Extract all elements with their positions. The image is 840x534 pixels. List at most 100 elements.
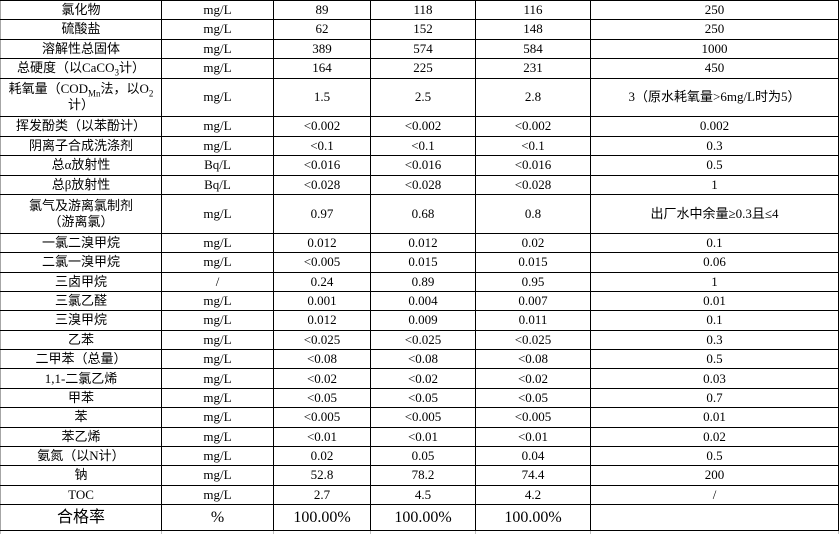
parameter-cell: 总β放射性 <box>0 174 162 195</box>
value-3-cell: 0.015 <box>475 252 591 273</box>
unit-cell: mg/L <box>161 77 274 118</box>
parameter-cell: 阴离子合成洗涤剂 <box>0 135 162 157</box>
value-1-cell: <0.028 <box>273 174 371 195</box>
table-row: 总硬度（以CaCO3计） mg/L 164 225 231 450 <box>0 58 839 79</box>
value-2-cell: <0.01 <box>370 426 476 448</box>
value-1-cell: <0.1 <box>273 135 371 157</box>
table-row: 一氯二溴甲烷 mg/L 0.012 0.012 0.02 0.1 <box>0 232 839 254</box>
unit-cell: mg/L <box>161 426 274 448</box>
value-2-cell: <0.028 <box>370 174 476 195</box>
limit-cell: 0.5 <box>590 155 839 176</box>
limit-cell: 450 <box>590 58 839 79</box>
value-1-cell: <0.05 <box>273 387 371 409</box>
value-1-cell: 0.97 <box>273 193 371 234</box>
table-row: 氯化物 mg/L 89 118 116 250 <box>0 0 839 21</box>
table-row: 苯 mg/L <0.005 <0.005 <0.005 0.01 <box>0 407 839 428</box>
value-1-cell: <0.08 <box>273 349 371 370</box>
limit-cell: 200 <box>590 465 839 486</box>
table-row: 钠 mg/L 52.8 78.2 74.4 200 <box>0 465 839 486</box>
value-2-cell: 152 <box>370 19 476 40</box>
value-1-cell: 52.8 <box>273 465 371 486</box>
unit-cell: mg/L <box>161 387 274 409</box>
value-3-cell: <0.002 <box>475 116 591 137</box>
unit-cell: mg/L <box>161 465 274 486</box>
parameter-cell: TOC <box>0 484 162 506</box>
unit-cell: mg/L <box>161 232 274 254</box>
value-3-cell: 0.02 <box>475 232 591 254</box>
unit-cell: mg/L <box>161 290 274 312</box>
value-3-cell: 74.4 <box>475 465 591 486</box>
table-row: 氯气及游离氯制剂 （游离氯） mg/L 0.97 0.68 0.8 出厂水中余量≥0.3且… <box>0 193 839 234</box>
value-3-cell: <0.005 <box>475 407 591 428</box>
value-1-cell: 0.02 <box>273 446 371 467</box>
limit-cell: 0.03 <box>590 368 839 389</box>
value-2-cell: <0.016 <box>370 155 476 176</box>
value-1-cell: <0.016 <box>273 155 371 176</box>
limit-cell: 0.06 <box>590 252 839 273</box>
parameter-cell: 苯乙烯 <box>0 426 162 448</box>
parameter-cell: 耗氧量（CODMn法，以O2 计） <box>0 77 162 118</box>
value-1-cell: 0.24 <box>273 271 371 292</box>
unit-cell: mg/L <box>161 484 274 506</box>
table-row: 二氯一溴甲烷 mg/L <0.005 0.015 0.015 0.06 <box>0 252 839 273</box>
unit-cell: % <box>161 504 274 532</box>
value-2-cell: 2.5 <box>370 77 476 118</box>
unit-cell: mg/L <box>161 135 274 157</box>
value-2-cell: 0.89 <box>370 271 476 292</box>
value-3-cell: 0.8 <box>475 193 591 234</box>
table-row: 硫酸盐 mg/L 62 152 148 250 <box>0 19 839 40</box>
limit-cell: 1 <box>590 271 839 292</box>
unit-cell: mg/L <box>161 252 274 273</box>
parameter-cell: 钠 <box>0 465 162 486</box>
limit-cell: 250 <box>590 19 839 40</box>
table-row: 氨氮（以N计） mg/L 0.02 0.05 0.04 0.5 <box>0 446 839 467</box>
unit-cell: Bq/L <box>161 174 274 195</box>
limit-cell <box>590 504 839 532</box>
unit-cell: mg/L <box>161 310 274 331</box>
value-3-cell: <0.016 <box>475 155 591 176</box>
value-2-cell: 78.2 <box>370 465 476 486</box>
value-2-cell: 225 <box>370 58 476 79</box>
value-2-cell: 0.012 <box>370 232 476 254</box>
limit-cell: / <box>590 484 839 506</box>
value-1-cell: 0.001 <box>273 290 371 312</box>
partial-next-row <box>0 530 839 534</box>
parameter-cell: 三卤甲烷 <box>0 271 162 292</box>
unit-cell: mg/L <box>161 38 274 60</box>
value-2-cell: 574 <box>370 38 476 60</box>
unit-cell: / <box>161 271 274 292</box>
value-1-cell: 164 <box>273 58 371 79</box>
value-3-cell: 148 <box>475 19 591 40</box>
table-row: 溶解性总固体 mg/L 389 574 584 1000 <box>0 38 839 60</box>
value-3-cell: <0.028 <box>475 174 591 195</box>
partial-cell <box>590 530 839 534</box>
limit-cell: 0.1 <box>590 232 839 254</box>
value-1-cell: 0.012 <box>273 310 371 331</box>
value-3-cell: 584 <box>475 38 591 60</box>
value-1-cell: 2.7 <box>273 484 371 506</box>
value-1-cell: <0.01 <box>273 426 371 448</box>
table-row: 耗氧量（CODMn法，以O2 计） mg/L 1.5 2.5 2.8 3（原水耗氧量>6m… <box>0 77 839 118</box>
parameter-cell: 乙苯 <box>0 329 162 351</box>
unit-cell: mg/L <box>161 116 274 137</box>
value-2-cell: 0.004 <box>370 290 476 312</box>
value-3-cell: 0.95 <box>475 271 591 292</box>
table-row: 二甲苯（总量） mg/L <0.08 <0.08 <0.08 0.5 <box>0 349 839 370</box>
parameter-cell: 氯气及游离氯制剂 （游离氯） <box>0 193 162 234</box>
parameter-cell: 三溴甲烷 <box>0 310 162 331</box>
parameter-cell: 溶解性总固体 <box>0 38 162 60</box>
value-3-cell: 0.04 <box>475 446 591 467</box>
parameter-cell: 苯 <box>0 407 162 428</box>
limit-cell: 0.7 <box>590 387 839 409</box>
unit-cell: mg/L <box>161 349 274 370</box>
table-row: 三氯乙醛 mg/L 0.001 0.004 0.007 0.01 <box>0 290 839 312</box>
unit-cell: mg/L <box>161 0 274 21</box>
value-1-cell: 0.012 <box>273 232 371 254</box>
parameter-cell: 三氯乙醛 <box>0 290 162 312</box>
limit-cell: 3（原水耗氧量>6mg/L时为5） <box>590 77 839 118</box>
value-3-cell: 0.011 <box>475 310 591 331</box>
value-2-cell: 0.009 <box>370 310 476 331</box>
unit-cell: mg/L <box>161 329 274 351</box>
table-row: 苯乙烯 mg/L <0.01 <0.01 <0.01 0.02 <box>0 426 839 448</box>
